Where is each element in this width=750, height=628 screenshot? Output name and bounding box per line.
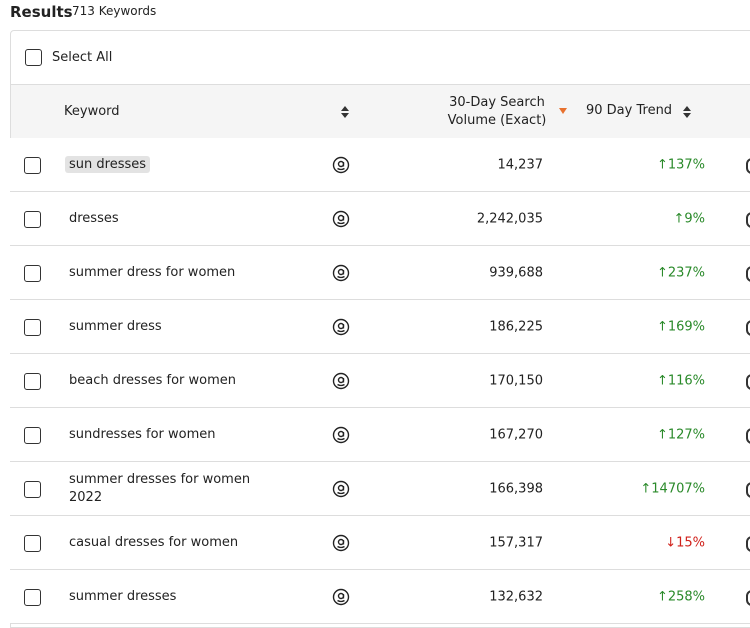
keyword-cell: summer dress for women — [69, 264, 279, 282]
amazon-icon[interactable] — [332, 210, 350, 228]
row-checkbox[interactable] — [24, 481, 41, 498]
keyword-cell: beach dresses for women — [69, 372, 279, 390]
next-column-icon — [746, 590, 750, 606]
row-checkbox[interactable] — [24, 319, 41, 336]
next-column-icon — [746, 212, 750, 228]
search-volume: 166,398 — [489, 481, 543, 496]
select-all-label[interactable]: Select All — [52, 50, 113, 65]
amazon-icon[interactable] — [332, 318, 350, 336]
trend: ↑169% — [656, 319, 705, 334]
table-row: summer dress for women 939,688 ↑237% — [10, 246, 750, 300]
keyword-count: 713 Keywords — [72, 4, 157, 18]
row-checkbox[interactable] — [24, 589, 41, 606]
table-header — [11, 84, 750, 139]
trend: ↑127% — [656, 427, 705, 442]
keyword[interactable]: summer dress for women — [69, 264, 236, 280]
row-checkbox[interactable] — [24, 265, 41, 282]
sort-desc-icon[interactable] — [559, 108, 567, 114]
search-volume: 2,242,035 — [476, 211, 543, 226]
amazon-icon[interactable] — [332, 480, 350, 498]
keyword[interactable]: summer dresses — [69, 588, 177, 604]
table-row: summer dresses 132,632 ↑258% — [10, 570, 750, 624]
keyword[interactable]: beach dresses for women — [69, 372, 236, 388]
keyword-cell: sundresses for women — [69, 426, 279, 444]
sort-icon[interactable] — [682, 105, 692, 119]
keyword-cell: sun dresses — [65, 155, 279, 174]
keyword-cell: summer dresses for women 2022 — [69, 471, 279, 507]
results-title: Results — [10, 3, 73, 21]
trend: ↑14707% — [640, 481, 705, 496]
trend: ↑137% — [656, 157, 705, 172]
next-column-icon — [746, 266, 750, 282]
amazon-icon[interactable] — [332, 156, 350, 174]
keyword-cell: dresses — [69, 210, 279, 228]
table-row: beach dresses for women 170,150 ↑116% — [10, 354, 750, 408]
keyword[interactable]: sundresses for women — [69, 426, 216, 442]
amazon-icon[interactable] — [332, 372, 350, 390]
row-checkbox[interactable] — [24, 373, 41, 390]
amazon-icon[interactable] — [332, 534, 350, 552]
keyword[interactable]: casual dresses for women — [69, 534, 239, 550]
column-header[interactable]: Keyword — [64, 104, 120, 119]
keyword-cell: summer dresses — [69, 588, 279, 606]
search-volume: 14,237 — [497, 157, 544, 172]
table-row: summer dresses for women 2022 166,398 ↑147… — [10, 462, 750, 516]
search-volume: 132,632 — [489, 589, 543, 604]
search-volume: 170,150 — [489, 373, 543, 388]
search-volume: 167,270 — [489, 427, 543, 442]
row-checkbox[interactable] — [24, 535, 41, 552]
table-row: summer dress 186,225 ↑169% — [10, 300, 750, 354]
next-column-icon — [746, 320, 750, 336]
column-header[interactable]: 30-Day Search Volume (Exact) — [447, 95, 547, 128]
sort-icon[interactable] — [340, 105, 350, 119]
keyword-cell: summer dress — [69, 318, 279, 336]
trend: ↑9% — [673, 211, 705, 226]
table-row: sun dresses 14,237 ↑137% — [10, 138, 750, 192]
next-column-icon — [746, 482, 750, 498]
table-row: dresses 2,242,035 ↑9% — [10, 192, 750, 246]
keyword[interactable]: summer dress — [69, 318, 162, 334]
search-volume: 186,225 — [489, 319, 543, 334]
row-checkbox[interactable] — [24, 157, 41, 174]
select-all-checkbox[interactable] — [25, 49, 42, 66]
column-header[interactable]: 90 Day Trend — [586, 103, 673, 118]
keyword[interactable]: sun dresses — [65, 155, 151, 173]
next-column-icon — [746, 374, 750, 390]
next-column-icon — [746, 158, 750, 174]
trend: ↑237% — [656, 265, 705, 280]
keyword[interactable]: dresses — [69, 210, 119, 226]
table-row: sundresses for women 167,270 ↑127% — [10, 408, 750, 462]
search-volume: 939,688 — [489, 265, 543, 280]
amazon-icon[interactable] — [332, 426, 350, 444]
amazon-icon[interactable] — [332, 264, 350, 282]
next-column-icon — [746, 428, 750, 444]
trend: ↓15% — [665, 535, 705, 550]
row-checkbox[interactable] — [24, 211, 41, 228]
amazon-icon[interactable] — [332, 588, 350, 606]
trend: ↑116% — [656, 373, 705, 388]
row-checkbox[interactable] — [24, 427, 41, 444]
trend: ↑258% — [656, 589, 705, 604]
next-column-icon — [746, 536, 750, 552]
keyword[interactable]: summer dresses for women 2022 — [69, 471, 251, 505]
search-volume: 157,317 — [489, 535, 543, 550]
keyword-cell: casual dresses for women — [69, 534, 279, 552]
table-row: casual dresses for women 157,317 ↓15% — [10, 516, 750, 570]
